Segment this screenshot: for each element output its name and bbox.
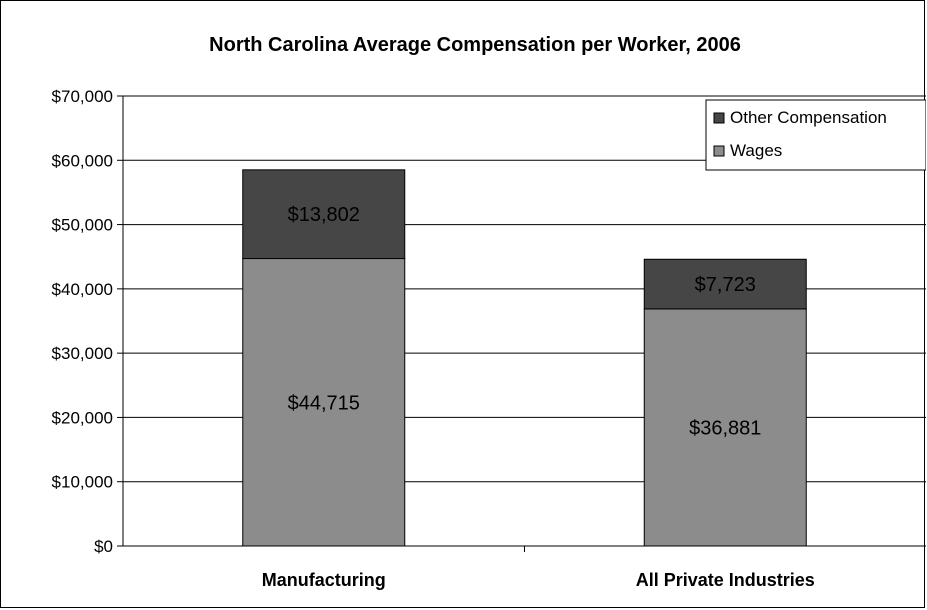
data-label: $13,802: [288, 204, 360, 226]
legend-box: [705, 99, 926, 171]
legend-entry: Wages: [730, 141, 782, 160]
x-category-label: Manufacturing: [262, 570, 386, 590]
x-category-label: All Private Industries: [636, 570, 815, 590]
y-tick-label: $60,000: [52, 151, 113, 170]
y-tick-label: $50,000: [52, 216, 113, 235]
axes: $0 $10,000 $20,000 $30,000 $40,000 $50,000 $60…: [52, 87, 926, 590]
bar-wages: [643, 308, 807, 547]
data-label: $44,715: [288, 392, 360, 414]
legend-swatch: [713, 145, 725, 157]
y-tick-label: $70,000: [52, 87, 113, 106]
y-tick-label: $30,000: [52, 344, 113, 363]
y-tick-label: $20,000: [52, 408, 113, 427]
bar-other-compensation: [242, 169, 406, 260]
bar-other-compensation: [643, 258, 807, 310]
y-tick-label: $0: [94, 537, 113, 556]
legend-entry: Other Compensation: [730, 108, 887, 127]
y-tick-label: $40,000: [52, 280, 113, 299]
data-label: $36,881: [689, 417, 761, 439]
y-tick-label: $10,000: [52, 473, 113, 492]
data-label: $7,723: [695, 274, 756, 296]
bars: $44,715 $13,802 $36,881 $7,723: [242, 169, 807, 547]
chart-title: North Carolina Average Compensation per …: [209, 34, 741, 56]
legend: Other Compensation Wages: [705, 99, 926, 171]
legend-swatch: [713, 112, 725, 124]
